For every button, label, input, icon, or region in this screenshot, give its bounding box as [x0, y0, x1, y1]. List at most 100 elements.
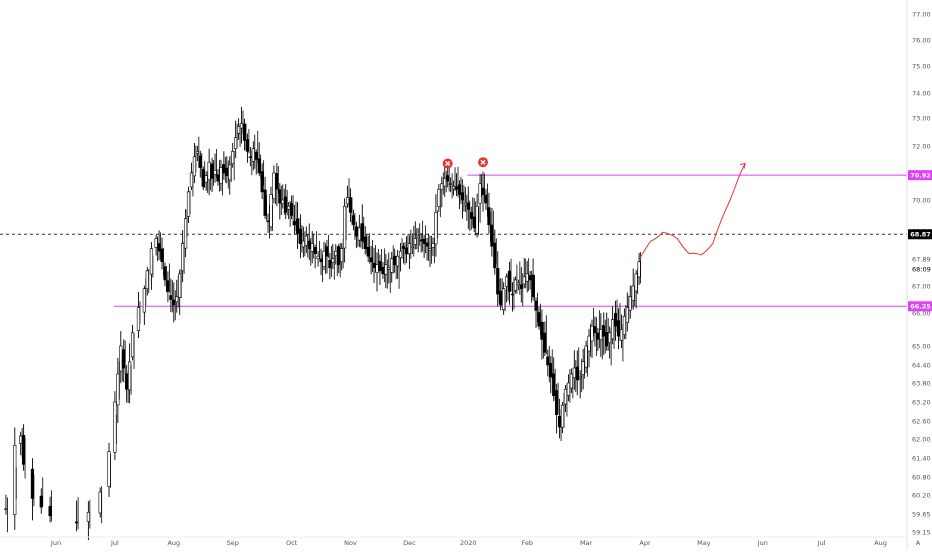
candle [466, 186, 471, 232]
candle [490, 207, 494, 257]
candle [257, 142, 262, 179]
candle [189, 162, 194, 197]
candle [175, 275, 179, 313]
auto-scale-icon[interactable]: A [916, 539, 921, 547]
y-tick-label: 60.20 [912, 492, 931, 500]
candle [239, 107, 244, 144]
candle [310, 231, 315, 264]
candle [340, 238, 344, 271]
x-circle-marker-icon[interactable] [478, 157, 489, 168]
candle [596, 310, 600, 351]
projection-curve[interactable] [638, 163, 746, 261]
candle [566, 369, 571, 403]
y-tick-label: 61.40 [912, 455, 931, 463]
candle [478, 173, 482, 223]
candle [325, 234, 329, 274]
candle [493, 229, 497, 275]
candle [4, 494, 8, 533]
candle [98, 486, 103, 524]
candle [434, 194, 438, 257]
candle [401, 242, 406, 265]
time-axis[interactable]: Jun Jul Aug Sep Oct Nov Dec 2020 Feb Mar Apr May Jun… [0, 536, 921, 547]
candle [198, 150, 203, 180]
candle [154, 234, 159, 262]
x-tick-label: Feb [521, 539, 533, 547]
y-tick-label: 63.20 [912, 399, 931, 407]
y-tick-label: 62.60 [912, 418, 931, 426]
candle [157, 230, 161, 261]
candle [254, 131, 259, 175]
candle [354, 221, 359, 249]
candle [86, 500, 91, 541]
y-tick-label: 73.00 [912, 115, 931, 123]
candle [343, 198, 347, 263]
candle [522, 258, 527, 289]
candle [39, 477, 44, 514]
candle [572, 350, 577, 393]
candle [234, 120, 238, 159]
y-tick-label: 67.00 [912, 283, 931, 291]
candle [183, 209, 188, 258]
candle [513, 264, 518, 294]
y-tick-label: 64.40 [912, 362, 931, 370]
candle [460, 179, 465, 219]
candle [181, 230, 185, 283]
candle [534, 292, 538, 328]
candle [298, 214, 303, 259]
candle [425, 233, 429, 261]
candle [331, 243, 335, 280]
candle [407, 229, 412, 269]
candle [628, 285, 633, 319]
x-tick-label: Jun [50, 539, 61, 547]
candle [322, 241, 326, 274]
candle [602, 312, 606, 356]
x-tick-label: Oct [286, 539, 298, 547]
candle [611, 306, 615, 349]
candle [507, 258, 512, 305]
candle [145, 266, 150, 296]
candle [419, 220, 424, 253]
candle [378, 248, 382, 285]
candle [216, 160, 220, 192]
x-circle-marker-icon[interactable] [442, 158, 453, 169]
candle [228, 154, 232, 195]
candle [481, 171, 485, 212]
candle [284, 183, 288, 219]
candle [410, 225, 415, 257]
candle [449, 173, 453, 199]
candle [313, 231, 318, 269]
candle [48, 490, 52, 523]
candle [472, 198, 477, 236]
candle [413, 221, 418, 250]
projection-arrowhead [740, 162, 746, 169]
candle [396, 249, 400, 289]
candle [422, 225, 426, 259]
y-tick-label: 74.00 [912, 90, 931, 98]
x-tick-label: Sep [227, 539, 239, 547]
candle [19, 427, 23, 458]
price-axis[interactable]: 77.0076.0075.0074.0073.0072.0071.0070.00… [906, 0, 931, 550]
candle [416, 223, 421, 253]
candle [13, 427, 17, 530]
candle [381, 248, 385, 283]
candle [107, 442, 111, 498]
price-badge-label: 66.25 [910, 303, 931, 311]
candle [546, 345, 550, 383]
candle [581, 347, 586, 390]
candle [295, 202, 300, 249]
candle [369, 239, 373, 275]
candle [248, 146, 253, 176]
candle [292, 201, 297, 235]
candle [387, 252, 391, 293]
x-tick-label: Jul [110, 539, 119, 547]
x-tick-label: May [697, 539, 711, 547]
candle [372, 244, 376, 283]
horizontal-lines-layer [0, 174, 907, 307]
candle [75, 497, 79, 532]
candle [204, 170, 209, 194]
candle [605, 312, 609, 351]
candle [531, 258, 535, 302]
candle [390, 245, 394, 283]
